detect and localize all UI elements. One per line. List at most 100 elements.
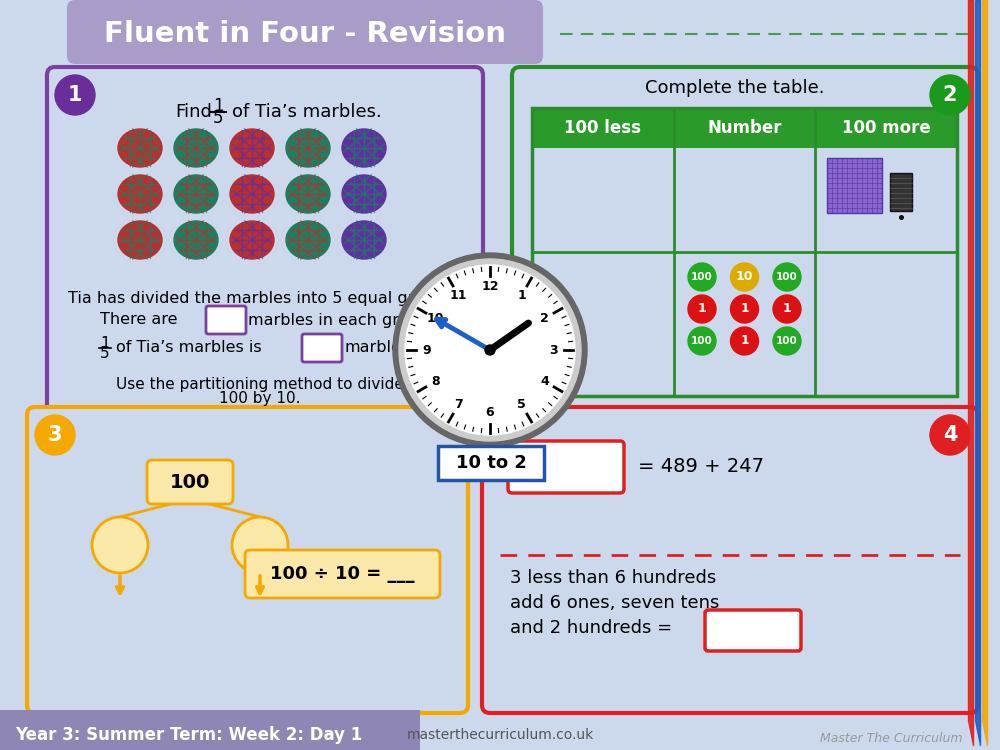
Circle shape [485,345,495,355]
Text: 1: 1 [698,302,706,316]
Text: = 489 + 247: = 489 + 247 [638,458,764,476]
Ellipse shape [286,129,330,167]
Text: and 2 hundreds =: and 2 hundreds = [510,619,672,637]
Text: 10 to 2: 10 to 2 [456,454,526,472]
Text: 1: 1 [213,97,223,115]
Text: 5: 5 [517,398,526,411]
Text: Number: Number [707,119,782,137]
Text: 100: 100 [170,472,210,491]
Bar [532,108,957,148]
Text: Use the partitioning method to divide: Use the partitioning method to divide [116,376,404,392]
Text: 4: 4 [540,375,549,388]
Circle shape [688,327,716,355]
FancyBboxPatch shape [245,550,440,598]
Circle shape [688,295,716,323]
Ellipse shape [230,129,274,167]
Circle shape [688,263,716,291]
Text: 3: 3 [549,344,557,356]
Text: 100: 100 [776,336,798,346]
Circle shape [773,327,801,355]
Text: 5: 5 [213,109,223,127]
FancyBboxPatch shape [482,407,978,713]
Text: 4: 4 [943,425,957,445]
Text: 2: 2 [540,312,549,325]
Text: Complete the table.: Complete the table. [645,79,825,97]
Text: Tia has divided the marbles into 5 equal groups.: Tia has divided the marbles into 5 equal… [68,290,458,305]
Text: 2: 2 [943,85,957,105]
Ellipse shape [286,175,330,213]
FancyBboxPatch shape [508,441,624,493]
Ellipse shape [230,221,274,259]
Bar [827,158,882,213]
FancyBboxPatch shape [47,67,483,413]
Ellipse shape [174,129,218,167]
Text: 11: 11 [450,289,467,302]
Circle shape [393,253,587,447]
Text: 7: 7 [454,398,463,411]
Bar [0,710,420,750]
FancyBboxPatch shape [147,460,233,504]
Text: marbles in each group.: marbles in each group. [248,313,434,328]
Ellipse shape [118,221,162,259]
FancyBboxPatch shape [438,446,544,480]
Ellipse shape [174,221,218,259]
Circle shape [730,327,759,355]
Text: 100 more: 100 more [842,119,931,137]
Ellipse shape [342,129,386,167]
Text: 100: 100 [776,272,798,282]
FancyBboxPatch shape [206,306,246,334]
Text: 10: 10 [736,271,753,284]
Circle shape [399,259,581,441]
Bar [890,173,912,211]
Circle shape [730,295,759,323]
Text: Find: Find [175,103,212,121]
Circle shape [55,75,95,115]
Text: 9: 9 [423,344,431,356]
Circle shape [730,263,759,291]
Text: There are: There are [100,313,178,328]
Text: of Tia’s marbles is: of Tia’s marbles is [116,340,262,356]
Text: of Tia’s marbles.: of Tia’s marbles. [232,103,382,121]
FancyBboxPatch shape [705,610,801,651]
Text: 10: 10 [427,312,444,325]
Circle shape [773,295,801,323]
Text: 100: 100 [691,272,713,282]
Text: 6: 6 [486,406,494,419]
Text: 100: 100 [691,336,713,346]
Text: 3 less than 6 hundreds: 3 less than 6 hundreds [510,569,716,587]
FancyBboxPatch shape [67,0,543,64]
Circle shape [35,415,75,455]
Text: 8: 8 [431,375,440,388]
Text: 1: 1 [783,302,791,316]
Text: 12: 12 [481,280,499,293]
Ellipse shape [174,175,218,213]
Circle shape [405,265,575,435]
Text: Master The Curriculum: Master The Curriculum [820,731,962,745]
Text: 1: 1 [100,337,110,352]
Circle shape [92,517,148,573]
Ellipse shape [286,221,330,259]
Text: add 6 ones, seven tens: add 6 ones, seven tens [510,594,719,612]
Text: 5: 5 [100,346,110,362]
Text: Year 3: Summer Term: Week 2: Day 1: Year 3: Summer Term: Week 2: Day 1 [15,726,362,744]
Text: 1: 1 [68,85,82,105]
Ellipse shape [342,221,386,259]
Ellipse shape [118,129,162,167]
Bar [532,108,957,396]
Ellipse shape [342,175,386,213]
Circle shape [232,517,288,573]
FancyBboxPatch shape [302,334,342,362]
Text: 1: 1 [517,289,526,302]
Text: 100 ÷ 10 = ___: 100 ÷ 10 = ___ [270,565,414,583]
Text: 1: 1 [740,334,749,347]
Text: 100 by 10.: 100 by 10. [219,391,301,406]
Text: masterthecurriculum.co.uk: masterthecurriculum.co.uk [406,728,594,742]
FancyBboxPatch shape [512,67,978,413]
Ellipse shape [118,175,162,213]
FancyBboxPatch shape [27,407,468,713]
Text: Fluent in Four - Revision: Fluent in Four - Revision [104,20,506,48]
Circle shape [930,415,970,455]
Text: 3: 3 [48,425,62,445]
Text: 1: 1 [740,302,749,316]
Text: 100 less: 100 less [564,119,641,137]
